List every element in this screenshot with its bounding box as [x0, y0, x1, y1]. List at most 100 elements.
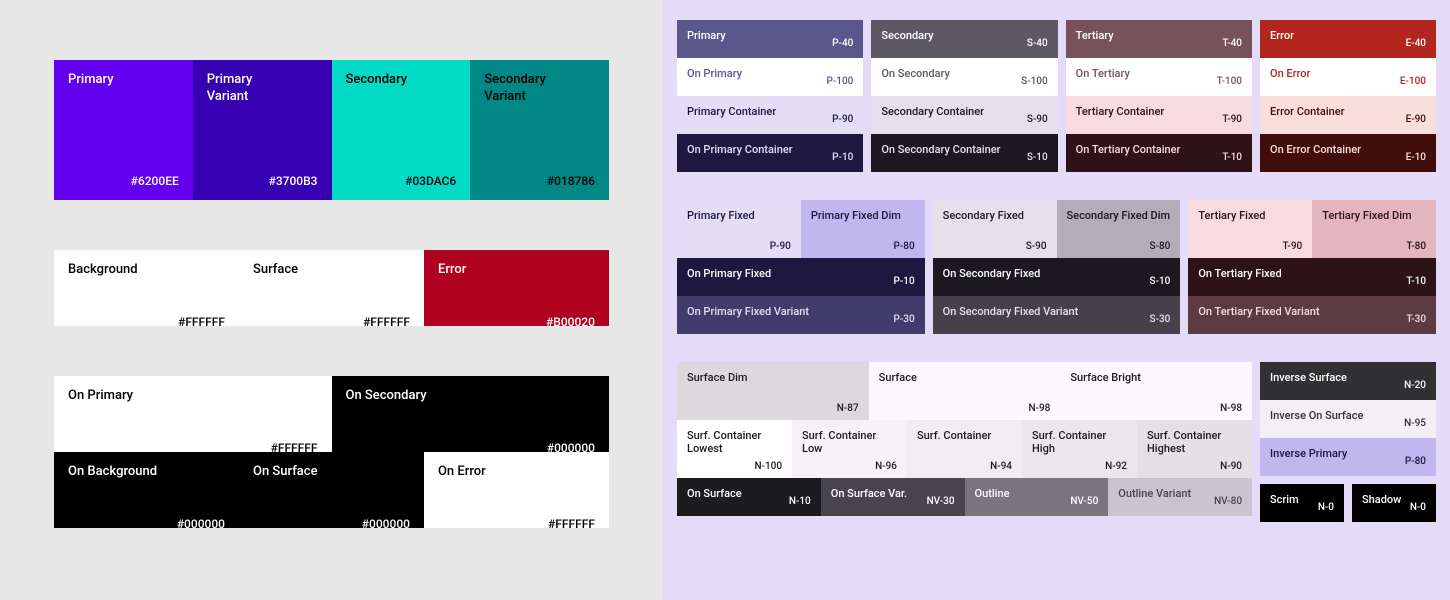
role-label: On Secondary: [881, 67, 950, 80]
m3-tertiary-fixed: Tertiary FixedT-90Tertiary Fixed DimT-80…: [1188, 200, 1436, 334]
color-role-cell: Primary FixedP-90: [677, 200, 801, 258]
tonal-token: S-30: [1150, 314, 1171, 325]
tonal-token: P-90: [770, 241, 791, 252]
role-label: On Surface: [687, 487, 742, 500]
color-role-cell: On TertiaryT-100: [1066, 58, 1252, 96]
role-label: Outline Variant: [1118, 487, 1191, 500]
color-role-cell: On Error ContainerE-10: [1260, 134, 1436, 172]
swatch-hex: #6200EE: [68, 174, 179, 188]
role-label: Inverse Primary: [1270, 447, 1347, 460]
swatch-label: On Primary: [68, 388, 318, 405]
color-role-cell: Error E-40: [1260, 20, 1436, 58]
m3-surfaces: Surface DimN-87SurfaceN-98Surface Bright…: [677, 362, 1252, 516]
tonal-token: P-80: [894, 241, 915, 252]
swatch-label: Surface: [253, 262, 410, 279]
role-label: On Secondary Fixed: [943, 267, 1041, 280]
color-role-cell: Primary Container P-90: [677, 96, 863, 134]
role-label: Surf. Container Low: [802, 429, 897, 455]
tonal-token: T-10: [1222, 152, 1242, 163]
tonal-token: N-87: [837, 403, 859, 414]
color-role-cell: On Surface Var.NV-30: [821, 478, 965, 516]
role-label: On Tertiary Fixed: [1198, 267, 1281, 280]
tonal-token: N-96: [875, 461, 897, 472]
tonal-token: S-80: [1150, 241, 1171, 252]
color-role-cell: Surf. ContainerN-94: [907, 420, 1022, 478]
role-label: Surf. Container Highest: [1147, 429, 1242, 455]
role-label: On Tertiary: [1076, 67, 1130, 80]
m3-secondary-col: SecondaryS-40On SecondaryS-100Secondary …: [871, 20, 1057, 172]
role-label: On Primary Container: [687, 143, 793, 156]
swatch-label: Background: [68, 262, 225, 279]
tonal-token: P-10: [894, 276, 915, 287]
color-role-cell: Inverse Primary P-80: [1260, 438, 1436, 476]
color-role-cell: Surf. Container LowestN-100: [677, 420, 792, 478]
tonal-token: N-98: [1028, 403, 1050, 414]
swatch-label: Primary: [68, 72, 179, 89]
tonal-token: P-80: [1405, 456, 1426, 467]
role-label: Secondary: [881, 29, 933, 42]
role-label: Tertiary Fixed Dim: [1322, 209, 1411, 222]
tonal-token: E-40: [1406, 38, 1426, 49]
role-label: Tertiary Container: [1076, 105, 1165, 118]
color-role-cell: On ErrorE-100: [1260, 58, 1436, 96]
color-role-cell: Inverse On SurfaceN-95: [1260, 400, 1436, 438]
role-label: Surf. Container High: [1032, 429, 1127, 455]
role-label: Surface Dim: [687, 371, 748, 384]
role-label: On Secondary Container: [881, 143, 1000, 156]
color-swatch: Secondary Variant#018786: [470, 60, 609, 200]
swatch-hex: #000000: [68, 517, 225, 531]
tonal-token: N-95: [1404, 418, 1426, 429]
role-label: On Primary Fixed Variant: [687, 305, 809, 318]
color-role-cell: Surface Dim N-87: [677, 362, 869, 420]
color-swatch: On Secondary#000000: [332, 376, 610, 452]
color-role-cell: Tertiary Fixed DimT-80: [1312, 200, 1436, 258]
tonal-token: N-98: [1220, 403, 1242, 414]
color-role-cell: Surf. Container HighestN-90: [1137, 420, 1252, 478]
tonal-token: E-90: [1406, 114, 1426, 125]
tonal-token: P-90: [832, 114, 853, 125]
role-label: On Primary Fixed: [687, 267, 771, 280]
role-label: Primary Fixed Dim: [811, 209, 901, 222]
swatch-hex: #3700B3: [207, 174, 318, 188]
color-role-cell: Error ContainerE-90: [1260, 96, 1436, 134]
tonal-token: N-92: [1105, 461, 1127, 472]
role-label: Error: [1270, 29, 1294, 42]
color-role-cell: TertiaryT-40: [1066, 20, 1252, 58]
color-role-cell: Primary Fixed Dim P-80: [801, 200, 925, 258]
color-swatch: Surface#FFFFFF: [239, 250, 424, 326]
color-role-cell: ShadowN-0: [1352, 484, 1436, 522]
tonal-token: P-10: [832, 152, 853, 163]
color-swatch: On Background#000000: [54, 452, 239, 528]
m2-row-on-colors: On Primary#FFFFFFOn Secondary#000000 On …: [54, 376, 609, 528]
m3-scrim-shadow: ScrimN-0ShadowN-0: [1260, 484, 1436, 522]
m3-tonal-grid: PrimaryP-40On PrimaryP-100Primary Contai…: [677, 20, 1436, 172]
color-role-cell: Tertiary FixedT-90: [1188, 200, 1312, 258]
role-label: Surface: [879, 371, 917, 384]
color-role-cell: On Secondary ContainerS-10: [871, 134, 1057, 172]
swatch-label: On Surface: [253, 464, 410, 481]
role-label: On Secondary Fixed Variant: [943, 305, 1079, 318]
tonal-token: T-40: [1222, 38, 1242, 49]
tonal-token: N-94: [990, 461, 1012, 472]
role-label: Primary: [687, 29, 726, 42]
tonal-token: N-0: [1410, 502, 1426, 513]
m3-primary-fixed: Primary FixedP-90 Primary Fixed Dim P-80 On…: [677, 200, 925, 334]
m3-surf-row3: On Surface N-10 On Surface Var.NV-30 Outlin…: [677, 478, 1252, 516]
color-role-cell: ScrimN-0: [1260, 484, 1344, 522]
role-label: Primary Container: [687, 105, 776, 118]
color-role-cell: On Surface N-10: [677, 478, 821, 516]
m3-surf-row1: Surface DimN-87SurfaceN-98Surface Bright…: [677, 362, 1252, 420]
tonal-token: N-10: [789, 496, 811, 507]
tonal-token: S-40: [1027, 38, 1048, 49]
color-role-cell: Surface N-98: [869, 362, 1061, 420]
swatch-label: Secondary: [346, 72, 457, 89]
swatch-label: On Error: [438, 464, 595, 481]
role-label: On Primary: [687, 67, 742, 80]
tonal-token: T-30: [1406, 314, 1426, 325]
color-role-cell: Tertiary ContainerT-90: [1066, 96, 1252, 134]
role-label: On Tertiary Container: [1076, 143, 1181, 156]
tonal-token: S-10: [1150, 276, 1171, 287]
swatch-hex: #FFFFFF: [68, 315, 225, 329]
color-role-cell: On Primary Fixed P-10: [677, 258, 925, 296]
color-role-cell: On Primary Fixed VariantP-30: [677, 296, 925, 334]
